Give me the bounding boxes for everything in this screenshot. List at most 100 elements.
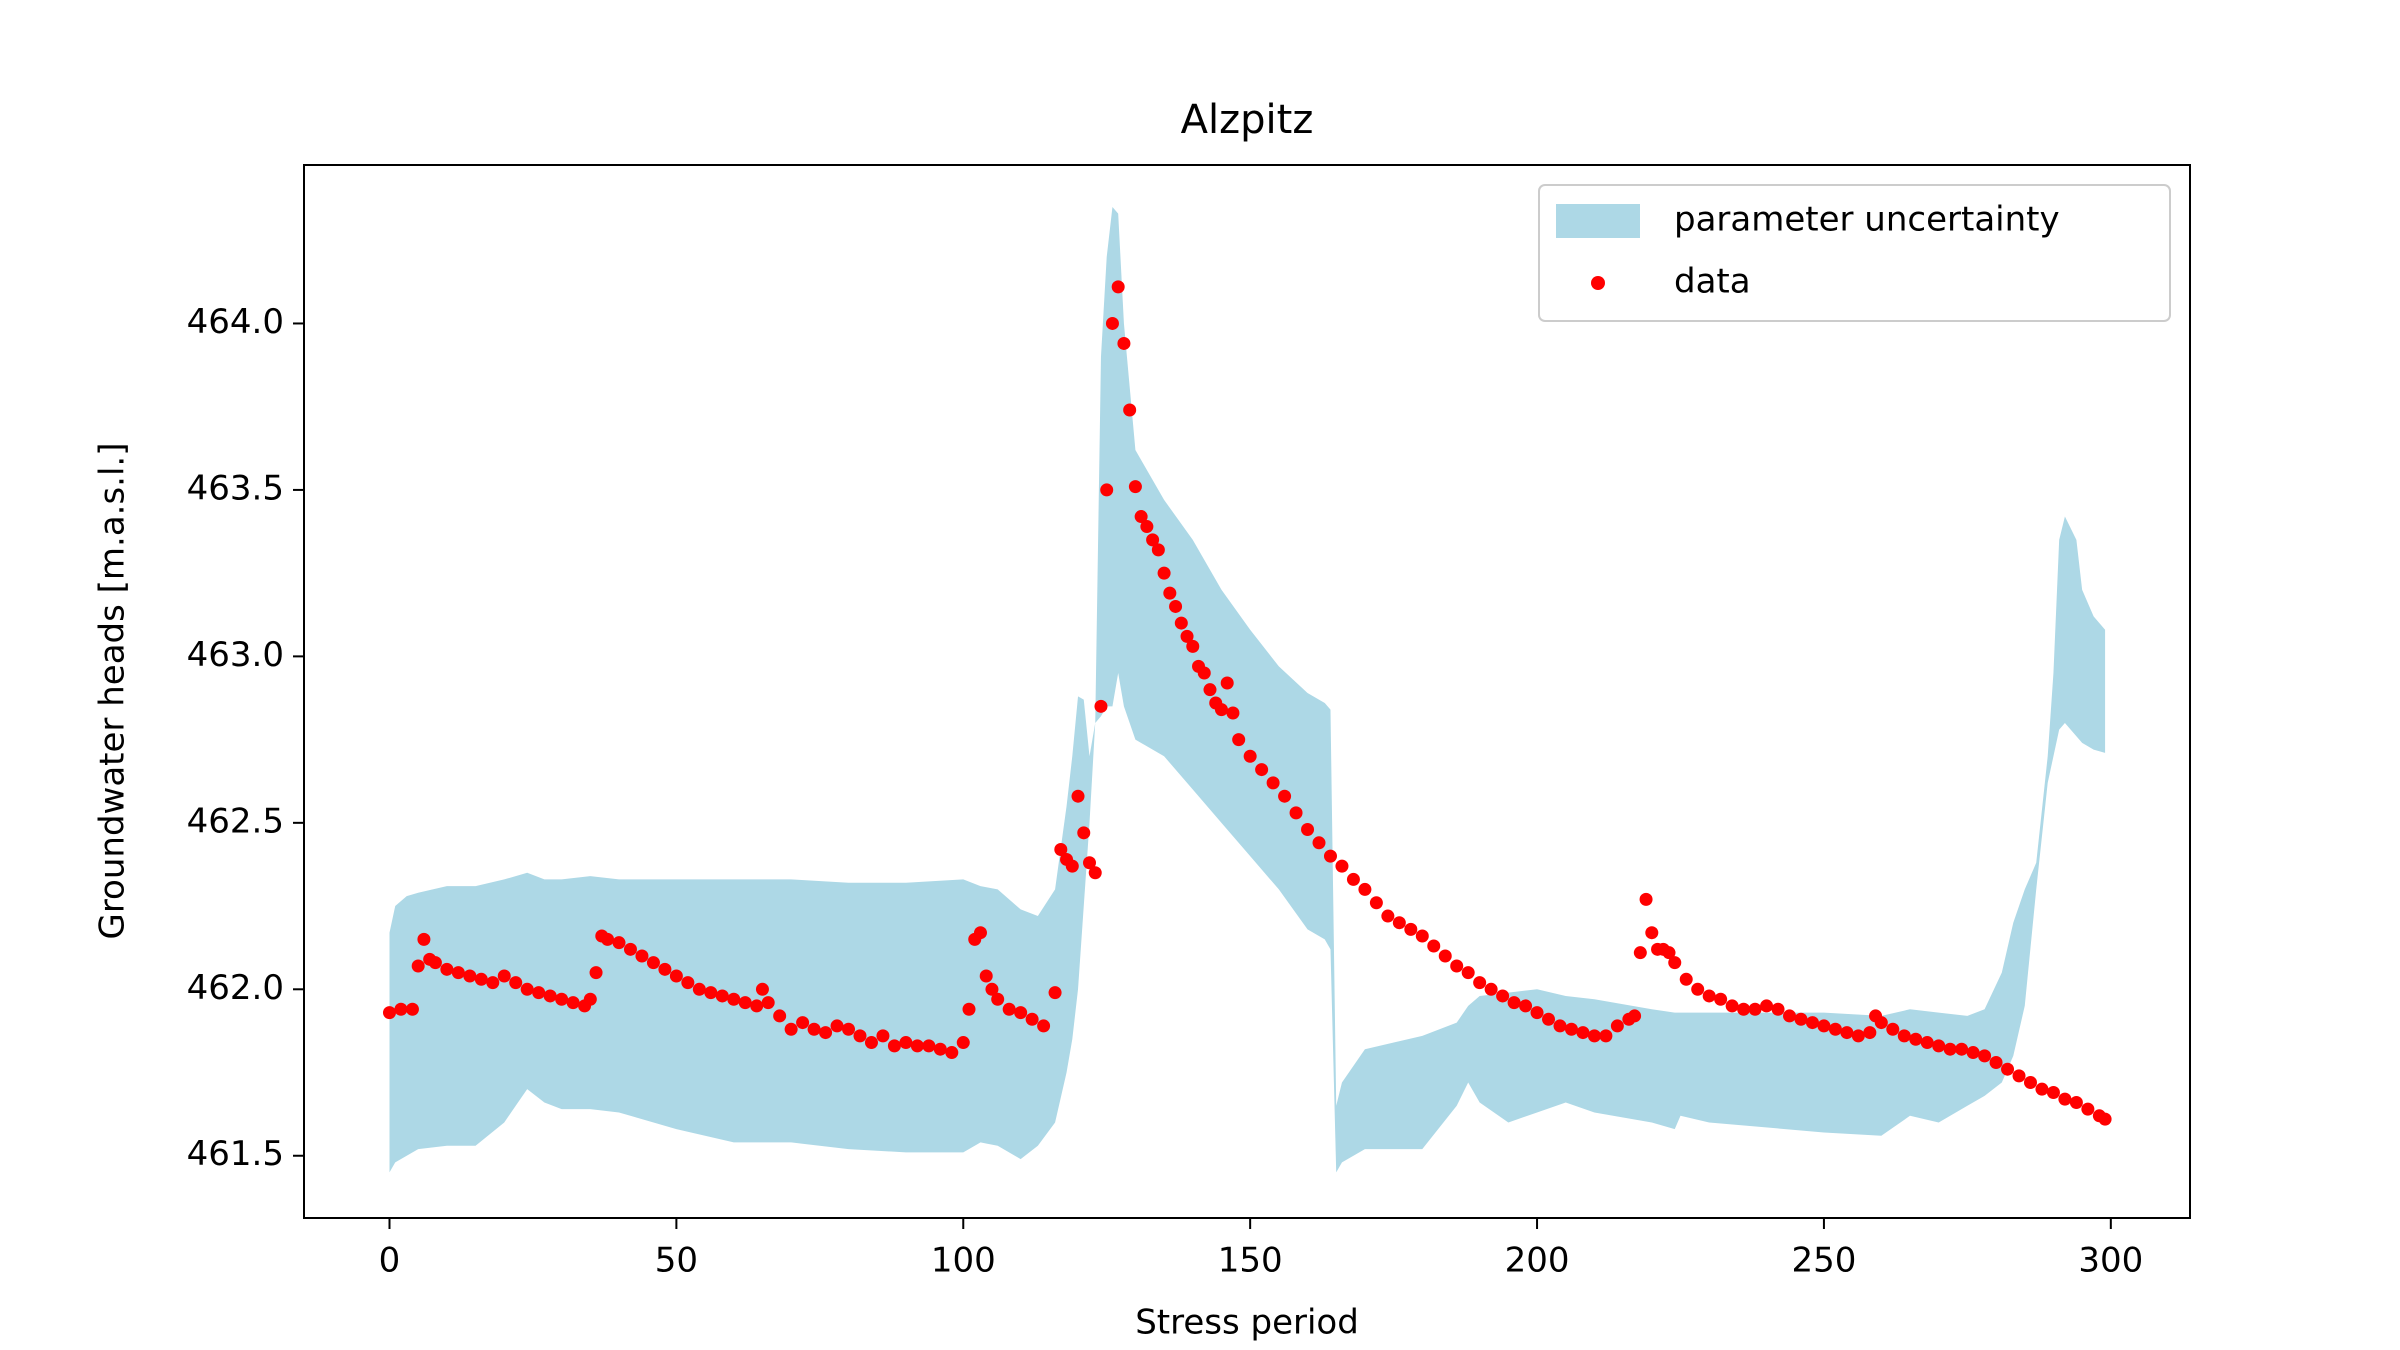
data-point: [1840, 1026, 1854, 1040]
x-tick-label: 50: [655, 1241, 698, 1281]
data-point: [1496, 989, 1510, 1003]
data-point: [973, 926, 987, 940]
data-point: [1094, 699, 1108, 713]
data-point: [1628, 1009, 1642, 1023]
data-point: [509, 976, 523, 990]
data-point: [1232, 733, 1246, 747]
data-point: [1128, 480, 1142, 494]
data-point: [1874, 1016, 1888, 1030]
y-tick-label: 463.5: [187, 468, 284, 508]
uncertainty-band: [389, 206, 2106, 1173]
data-point: [1088, 866, 1102, 880]
data-point: [899, 1036, 913, 1050]
data-point: [1301, 822, 1315, 836]
data-point: [1943, 1042, 1957, 1056]
data-point: [1473, 976, 1487, 990]
data-point: [1169, 599, 1183, 613]
data-point: [1662, 946, 1676, 960]
data-point: [1714, 992, 1728, 1006]
data-point: [887, 1039, 901, 1053]
data-point: [1805, 1016, 1819, 1030]
data-point: [727, 992, 741, 1006]
data-point: [2098, 1112, 2112, 1126]
data-point: [1507, 996, 1521, 1010]
data-point: [784, 1022, 798, 1036]
x-axis-label: Stress period: [1135, 1303, 1359, 1343]
plot-frame: [303, 164, 2191, 1219]
data-point: [1346, 872, 1360, 886]
data-point: [1105, 316, 1119, 330]
x-tick-label: 100: [931, 1241, 996, 1281]
data-point: [681, 976, 695, 990]
data-point: [1220, 676, 1234, 690]
data-point: [1737, 1002, 1751, 1016]
data-point: [1157, 566, 1171, 580]
data-point: [543, 989, 557, 1003]
data-point: [411, 959, 425, 973]
data-point: [1760, 999, 1774, 1013]
data-point: [755, 982, 769, 996]
data-point: [2058, 1092, 2072, 1106]
data-point: [1530, 1006, 1544, 1020]
data-point: [1404, 922, 1418, 936]
data-point: [1748, 1002, 1762, 1016]
data-point: [635, 949, 649, 963]
data-point: [715, 989, 729, 1003]
data-point: [1932, 1039, 1946, 1053]
data-point: [1725, 999, 1739, 1013]
data-point: [1966, 1046, 1980, 1060]
data-point: [910, 1039, 924, 1053]
x-tick-label: 0: [379, 1241, 401, 1281]
x-tick-label: 250: [1791, 1241, 1856, 1281]
data-point: [1025, 1012, 1039, 1026]
data-point: [1978, 1049, 1992, 1063]
y-tick-label: 461.5: [187, 1134, 284, 1174]
data-point: [1065, 859, 1079, 873]
data-point: [1140, 520, 1154, 534]
data-point: [1111, 280, 1125, 294]
legend: parameter uncertainty data: [1538, 184, 2171, 322]
data-point: [1519, 999, 1533, 1013]
data-point: [1438, 949, 1452, 963]
data-point: [692, 982, 706, 996]
data-point: [1243, 749, 1257, 763]
data-point: [555, 992, 569, 1006]
data-point: [1450, 959, 1464, 973]
data-point: [1289, 806, 1303, 820]
data-point: [2046, 1085, 2060, 1099]
data-point: [1071, 789, 1085, 803]
data-point: [1054, 842, 1068, 856]
data-point: [1633, 946, 1647, 960]
data-point: [1553, 1019, 1567, 1033]
data-point: [1255, 763, 1269, 777]
data-point: [962, 1002, 976, 1016]
data-point: [2001, 1062, 2015, 1076]
data-point: [1077, 826, 1091, 840]
data-point: [451, 966, 465, 980]
data-point: [750, 999, 764, 1013]
data-point: [796, 1016, 810, 1030]
data-point: [991, 992, 1005, 1006]
data-point: [956, 1036, 970, 1050]
data-point: [1851, 1029, 1865, 1043]
data-point: [520, 982, 534, 996]
data-point: [1587, 1029, 1601, 1043]
legend-marker: [1591, 276, 1605, 290]
data-point: [1048, 986, 1062, 1000]
data-point: [704, 986, 718, 1000]
data-point: [612, 936, 626, 950]
data-point: [922, 1039, 936, 1053]
legend-label: parameter uncertainty: [1674, 200, 2060, 240]
data-point: [738, 996, 752, 1010]
plot-area: [382, 206, 2112, 1173]
data-point: [405, 1002, 419, 1016]
data-point: [1203, 683, 1217, 697]
data-point: [1082, 856, 1096, 870]
data-point: [566, 996, 580, 1010]
data-point: [1461, 966, 1475, 980]
data-point: [658, 962, 672, 976]
data-point: [474, 972, 488, 986]
data-point: [945, 1046, 959, 1060]
data-point: [1358, 882, 1372, 896]
